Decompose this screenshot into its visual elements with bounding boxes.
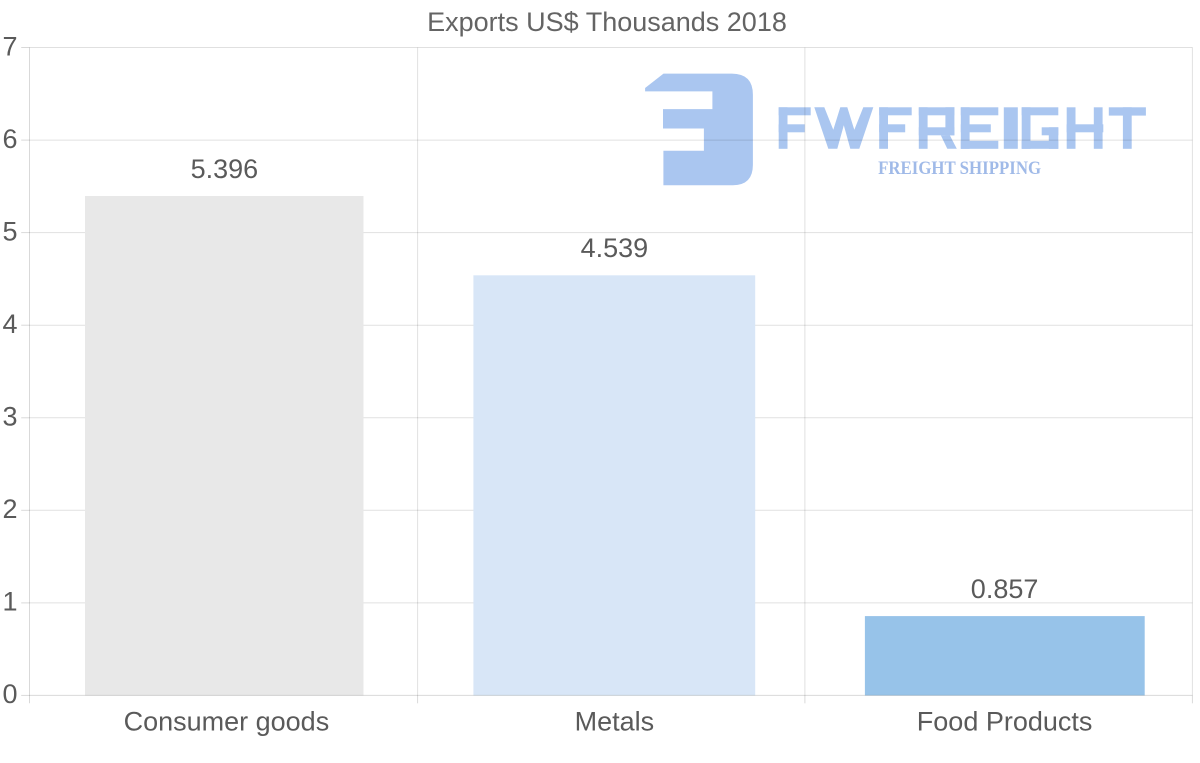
svg-text:4: 4 [2,309,17,339]
svg-text:6: 6 [2,124,17,154]
svg-text:1: 1 [2,587,17,617]
svg-text:5.396: 5.396 [191,154,259,184]
svg-text:Exports US$ Thousands 2018: Exports US$ Thousands 2018 [427,7,787,37]
svg-text:5: 5 [2,216,17,246]
svg-text:Consumer goods: Consumer goods [124,707,330,737]
svg-text:2: 2 [2,494,17,524]
svg-text:Metals: Metals [575,707,655,737]
svg-text:7: 7 [2,31,17,61]
svg-text:0: 0 [2,679,17,709]
svg-text:3: 3 [2,402,17,432]
svg-text:Food Products: Food Products [917,707,1093,737]
svg-text:FREIGHT SHIPPING: FREIGHT SHIPPING [878,158,1041,179]
svg-text:0.857: 0.857 [971,574,1039,604]
svg-text:4.539: 4.539 [581,233,649,263]
